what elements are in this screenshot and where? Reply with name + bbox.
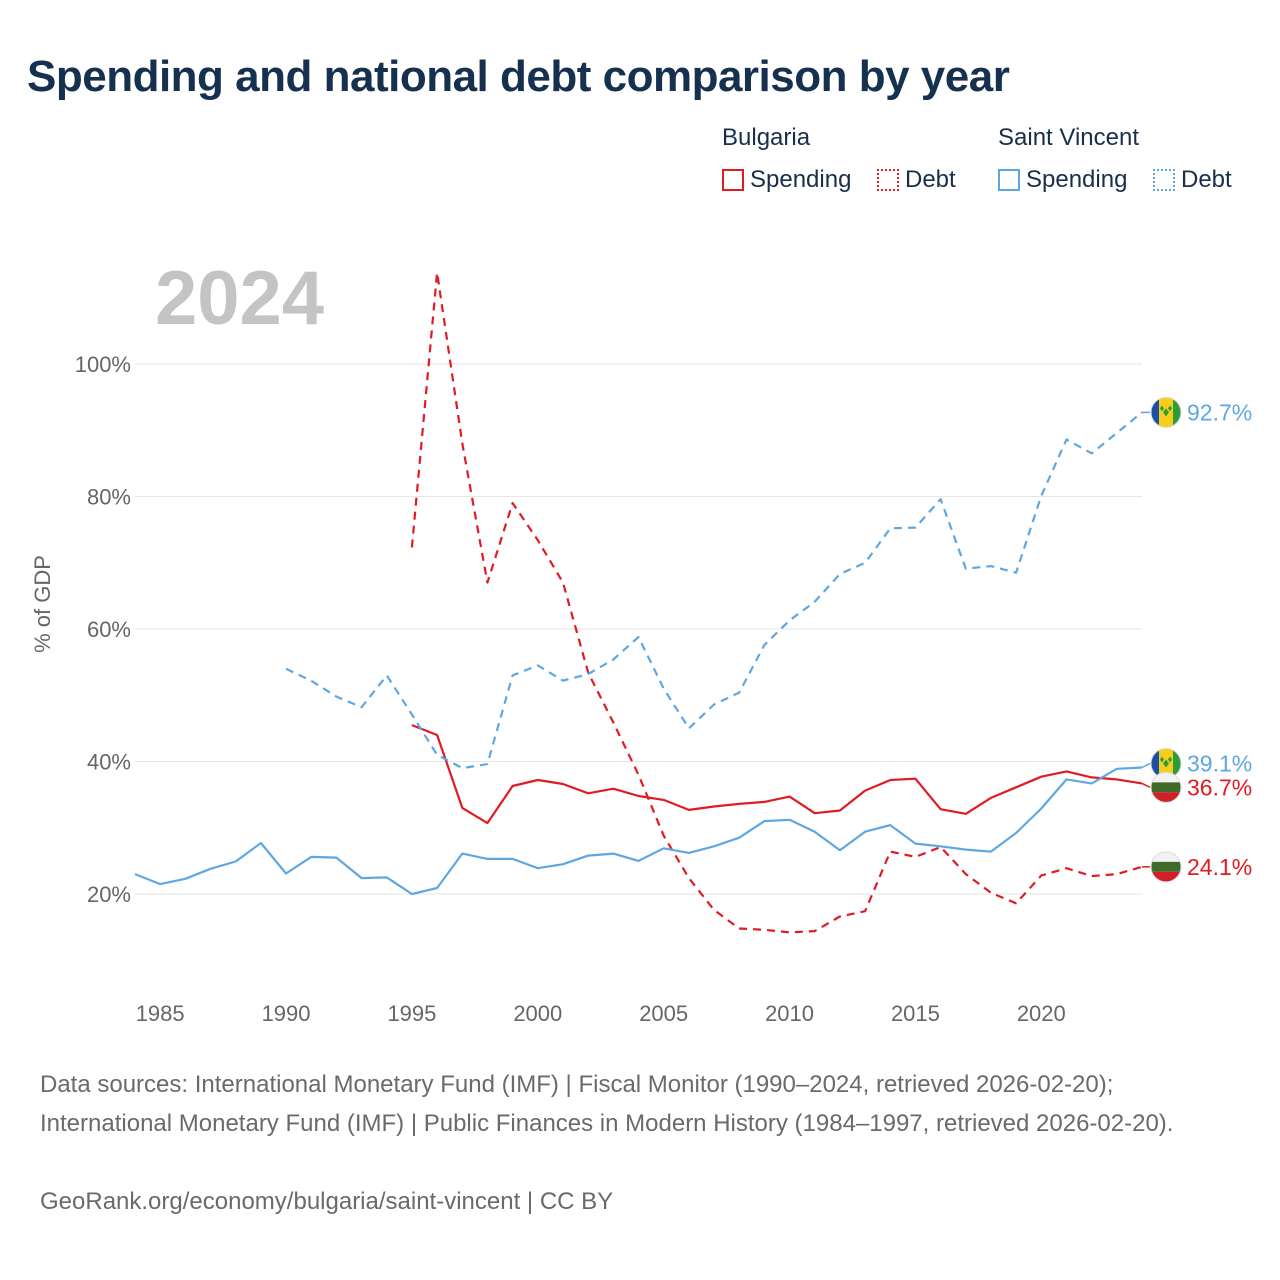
saint-vincent-flag-icon-debt [1150, 396, 1182, 428]
x-tick-label-1985: 1985 [136, 1001, 185, 1026]
legend-label-saint-vincent-spending: Spending [1026, 166, 1128, 193]
series-lines [134, 271, 1143, 934]
end-label-bulgaria-spending: 36.7% [1187, 774, 1252, 800]
series-line-bulgaria-debt [410, 271, 1143, 934]
x-axis-ticks: 1985 1990 1995 2000 2005 2010 2015 2020 [136, 1001, 1066, 1026]
y-tick-label-80: 80% [87, 485, 131, 510]
end-label-saint-vincent-debt: 92.7% [1187, 399, 1252, 425]
x-tick-label-2005: 2005 [639, 1001, 688, 1026]
y-tick-label-40: 40% [87, 750, 131, 775]
legend-title-bulgaria: Bulgaria [722, 124, 811, 151]
end-label-saint-vincent-spending: 39.1% [1187, 750, 1252, 776]
y-axis-label: % of GDP [30, 555, 55, 653]
end-label-bulgaria-debt: 24.1% [1187, 854, 1252, 880]
legend-swatch-saint-vincent-debt [1153, 169, 1175, 191]
legend-bulgaria-debt[interactable]: Debt [877, 166, 956, 194]
bulgaria-flag-icon-debt [1150, 851, 1182, 883]
legend-label-saint-vincent-debt: Debt [1181, 166, 1232, 193]
leader-saint-vincent-spending [1141, 762, 1151, 769]
x-tick-label-2000: 2000 [513, 1001, 562, 1026]
x-tick-label-2010: 2010 [765, 1001, 814, 1026]
legend-label-bulgaria-debt: Debt [905, 166, 956, 193]
legend-label-bulgaria-spending: Spending [750, 166, 852, 193]
legend-title-saint-vincent: Saint Vincent [998, 124, 1139, 151]
end-markers [1141, 396, 1182, 883]
legend-bulgaria-spending[interactable]: Spending [722, 166, 851, 194]
legend-swatch-saint-vincent-spending [998, 169, 1020, 191]
bulgaria-flag-icon-spending [1150, 771, 1182, 803]
y-tick-label-100: 100% [75, 352, 131, 377]
attribution-link[interactable]: GeoRank.org/economy/bulgaria/saint-vince… [40, 1188, 614, 1215]
series-line-bulgaria-spending [411, 724, 1143, 825]
chart-title: Spending and national debt comparison by… [27, 52, 1010, 101]
x-tick-label-2015: 2015 [891, 1001, 940, 1026]
legend-swatch-bulgaria-spending [722, 169, 744, 191]
x-tick-label-1995: 1995 [387, 1001, 436, 1026]
year-watermark: 2024 [155, 256, 325, 341]
grid-lines [135, 363, 1142, 895]
series-line-saint-vincent-debt [285, 411, 1143, 770]
data-sources-note: Data sources: International Monetary Fun… [40, 1071, 1174, 1137]
leader-bulgaria-spending [1141, 782, 1151, 789]
y-tick-label-20: 20% [87, 882, 131, 907]
x-tick-label-1990: 1990 [262, 1001, 311, 1026]
y-axis-ticks: 20% 40% 60% 80% 100% [75, 352, 131, 907]
series-line-saint-vincent-spending [134, 766, 1143, 896]
line-chart: 20% 40% 60% 80% 100% 1985 1990 1995 2000 2005 201… [30, 271, 1252, 1026]
y-tick-label-60: 60% [87, 617, 131, 642]
legend-saint-vincent-spending[interactable]: Spending [998, 166, 1127, 194]
legend-saint-vincent-debt[interactable]: Debt [1153, 166, 1232, 194]
x-tick-label-2020: 2020 [1017, 1001, 1066, 1026]
legend-swatch-bulgaria-debt [877, 169, 899, 191]
